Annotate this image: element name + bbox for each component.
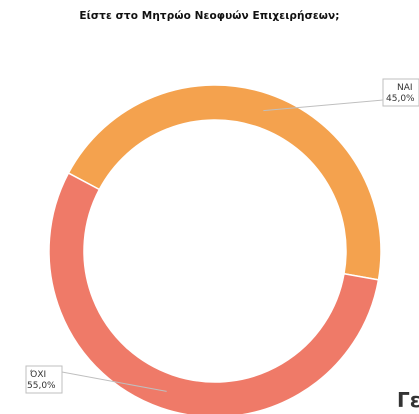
slices-layer	[48, 84, 382, 414]
value-label-nai: 45,0%	[386, 94, 415, 104]
donut-slice-oxi	[48, 172, 380, 414]
chart-title: Είστε στο Μητρώο Νεοφυών Επιχειρήσεων;	[79, 10, 340, 22]
data-label-box-nai	[382, 78, 419, 107]
donut-slice-nai	[67, 84, 382, 281]
page-text-fragment: Γε	[397, 388, 419, 412]
category-label-oxi: ΌΧΙ	[29, 369, 46, 380]
value-label-oxi: 55,0%	[27, 381, 56, 391]
category-label-nai: ΝΑΙ	[397, 83, 413, 93]
data-label-box-oxi	[25, 365, 63, 394]
